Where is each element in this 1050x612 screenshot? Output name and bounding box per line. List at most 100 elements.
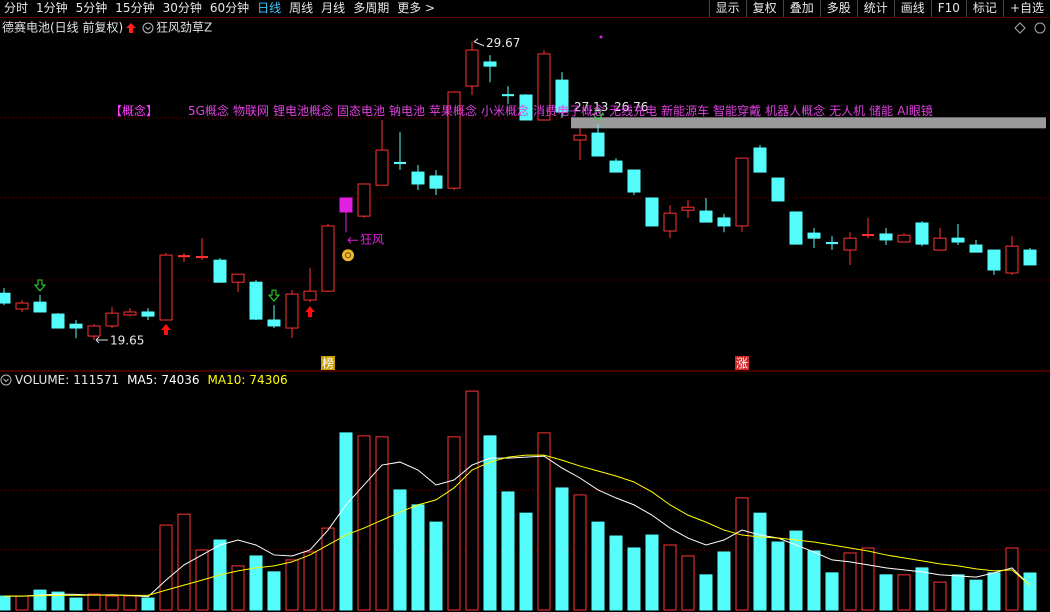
volume-bar bbox=[51, 591, 65, 611]
volume-bar bbox=[465, 390, 479, 611]
money-bag-icon bbox=[342, 249, 354, 262]
buy-arrow bbox=[161, 324, 171, 335]
volume-bar bbox=[681, 555, 695, 611]
concept-tag: 锂电池概念 bbox=[272, 104, 333, 118]
period-tab[interactable]: 分时 bbox=[4, 1, 29, 15]
candle-body bbox=[789, 211, 803, 245]
candle-body bbox=[375, 149, 389, 186]
period-tab[interactable]: 1分钟 bbox=[36, 1, 68, 15]
volume-legend: VOLUME: 111571 MA5: 74036 MA10: 74306 bbox=[15, 373, 288, 387]
tool-button[interactable]: 统计 bbox=[856, 0, 894, 17]
toggle-icon[interactable] bbox=[0, 374, 12, 386]
volume-bar bbox=[519, 512, 533, 611]
volume-bar bbox=[303, 551, 317, 611]
sell-arrow bbox=[591, 108, 605, 121]
volume-bar bbox=[645, 534, 659, 611]
signal-label: 狂风 bbox=[360, 233, 384, 247]
candle-body bbox=[339, 197, 353, 213]
candle-body bbox=[285, 293, 299, 329]
concept-row: 【概念】 5G概念 物联网 锂电池概念 固态电池 钠电池 苹果概念 小米概念 消费电子概念 无线充… bbox=[110, 102, 933, 119]
volume-bar bbox=[285, 559, 299, 611]
volume-bar bbox=[843, 552, 857, 611]
volume-bar bbox=[753, 512, 767, 611]
toolbar: 分时 1分钟 5分钟 15分钟 30分钟 60分钟 日线 周线 月线 多周期 更多 > 显示 复权 叠加… bbox=[0, 0, 1050, 18]
volume-bar bbox=[933, 581, 947, 611]
volume-bar bbox=[609, 535, 623, 611]
tool-button[interactable]: 叠加 bbox=[782, 0, 820, 17]
period-tab[interactable]: 5分钟 bbox=[75, 1, 108, 15]
volume-bar bbox=[429, 521, 443, 611]
candle-body bbox=[591, 132, 605, 157]
legend-name: VOLUME: bbox=[15, 373, 69, 387]
period-tab[interactable]: 更多 > bbox=[397, 1, 436, 15]
volume-bar bbox=[555, 487, 569, 611]
volume-bar bbox=[897, 574, 911, 611]
toggle-icon[interactable] bbox=[142, 22, 154, 34]
legend-value: 74036 bbox=[161, 373, 199, 387]
volume-bar bbox=[267, 571, 281, 611]
candle-body bbox=[267, 319, 281, 327]
candle-body bbox=[249, 281, 263, 320]
candle-body bbox=[627, 169, 641, 193]
volume-bar bbox=[591, 521, 605, 611]
concept-tag: 5G概念 bbox=[188, 104, 229, 118]
legend-value: 111571 bbox=[73, 373, 119, 387]
candle-body bbox=[213, 259, 227, 283]
candle-body bbox=[753, 147, 767, 173]
volume-bar bbox=[159, 524, 173, 611]
concept-tag: AI眼镜 bbox=[897, 104, 933, 118]
stock-title: 德赛电池(日线 前复权) bbox=[2, 20, 123, 35]
tool-button[interactable]: 显示 bbox=[708, 0, 746, 17]
concept-tag: 苹果概念 bbox=[429, 104, 478, 118]
candle-body bbox=[699, 210, 713, 223]
ma-line bbox=[4, 454, 1031, 597]
period-tab[interactable]: 日线 bbox=[257, 1, 282, 15]
event-marker-label: 涨 bbox=[736, 356, 748, 371]
tool-button[interactable]: F10 bbox=[930, 0, 966, 17]
volume-bar bbox=[807, 550, 821, 611]
candle-body bbox=[321, 225, 335, 292]
candle-body bbox=[303, 290, 317, 301]
period-tab[interactable]: 30分钟 bbox=[162, 1, 202, 15]
tool-button[interactable]: 画线 bbox=[893, 0, 931, 17]
volume-bar bbox=[141, 597, 155, 611]
candle-body bbox=[879, 233, 893, 241]
diamond-icon[interactable] bbox=[1014, 22, 1026, 34]
candle-body bbox=[987, 249, 1001, 271]
candle-body bbox=[1005, 245, 1019, 274]
tool-button[interactable]: +自选 bbox=[1002, 0, 1050, 17]
volume-bar bbox=[699, 574, 713, 611]
circle-icon[interactable] bbox=[1034, 22, 1046, 34]
period-tab[interactable]: 月线 bbox=[321, 1, 346, 15]
concept-tag: 新能源车 bbox=[661, 104, 710, 118]
sell-arrow bbox=[33, 279, 47, 292]
legend-name: MA10: bbox=[208, 373, 246, 387]
candle-body bbox=[681, 206, 695, 211]
tool-button[interactable]: 复权 bbox=[745, 0, 783, 17]
period-tab[interactable]: 15分钟 bbox=[115, 1, 155, 15]
concept-tag: 消费电子概念 bbox=[533, 104, 606, 118]
candle-body bbox=[0, 292, 11, 304]
candle-body bbox=[843, 237, 857, 251]
volume-bar bbox=[411, 504, 425, 611]
volume-bar bbox=[771, 541, 785, 611]
concept-tag: 储能 bbox=[869, 104, 894, 118]
candle-body bbox=[105, 312, 119, 327]
candle-body bbox=[1023, 249, 1037, 266]
high-label: 29.67 bbox=[486, 36, 520, 50]
buy-arrow bbox=[305, 306, 315, 318]
tool-button[interactable]: 多股 bbox=[819, 0, 857, 17]
volume-bar bbox=[501, 491, 515, 611]
candle-body bbox=[483, 61, 497, 67]
volume-bar bbox=[339, 432, 353, 611]
label-arrow bbox=[95, 336, 108, 344]
period-tab[interactable]: 周线 bbox=[289, 1, 314, 15]
period-tab[interactable]: 多周期 bbox=[353, 1, 390, 15]
candle-body bbox=[51, 313, 65, 329]
pressure-zone bbox=[571, 117, 1046, 129]
candle-body bbox=[15, 302, 29, 310]
tool-button[interactable]: 标记 bbox=[965, 0, 1003, 17]
period-tab[interactable]: 60分钟 bbox=[209, 1, 250, 15]
indicator-name[interactable]: 狂风劲草Z bbox=[156, 21, 212, 35]
